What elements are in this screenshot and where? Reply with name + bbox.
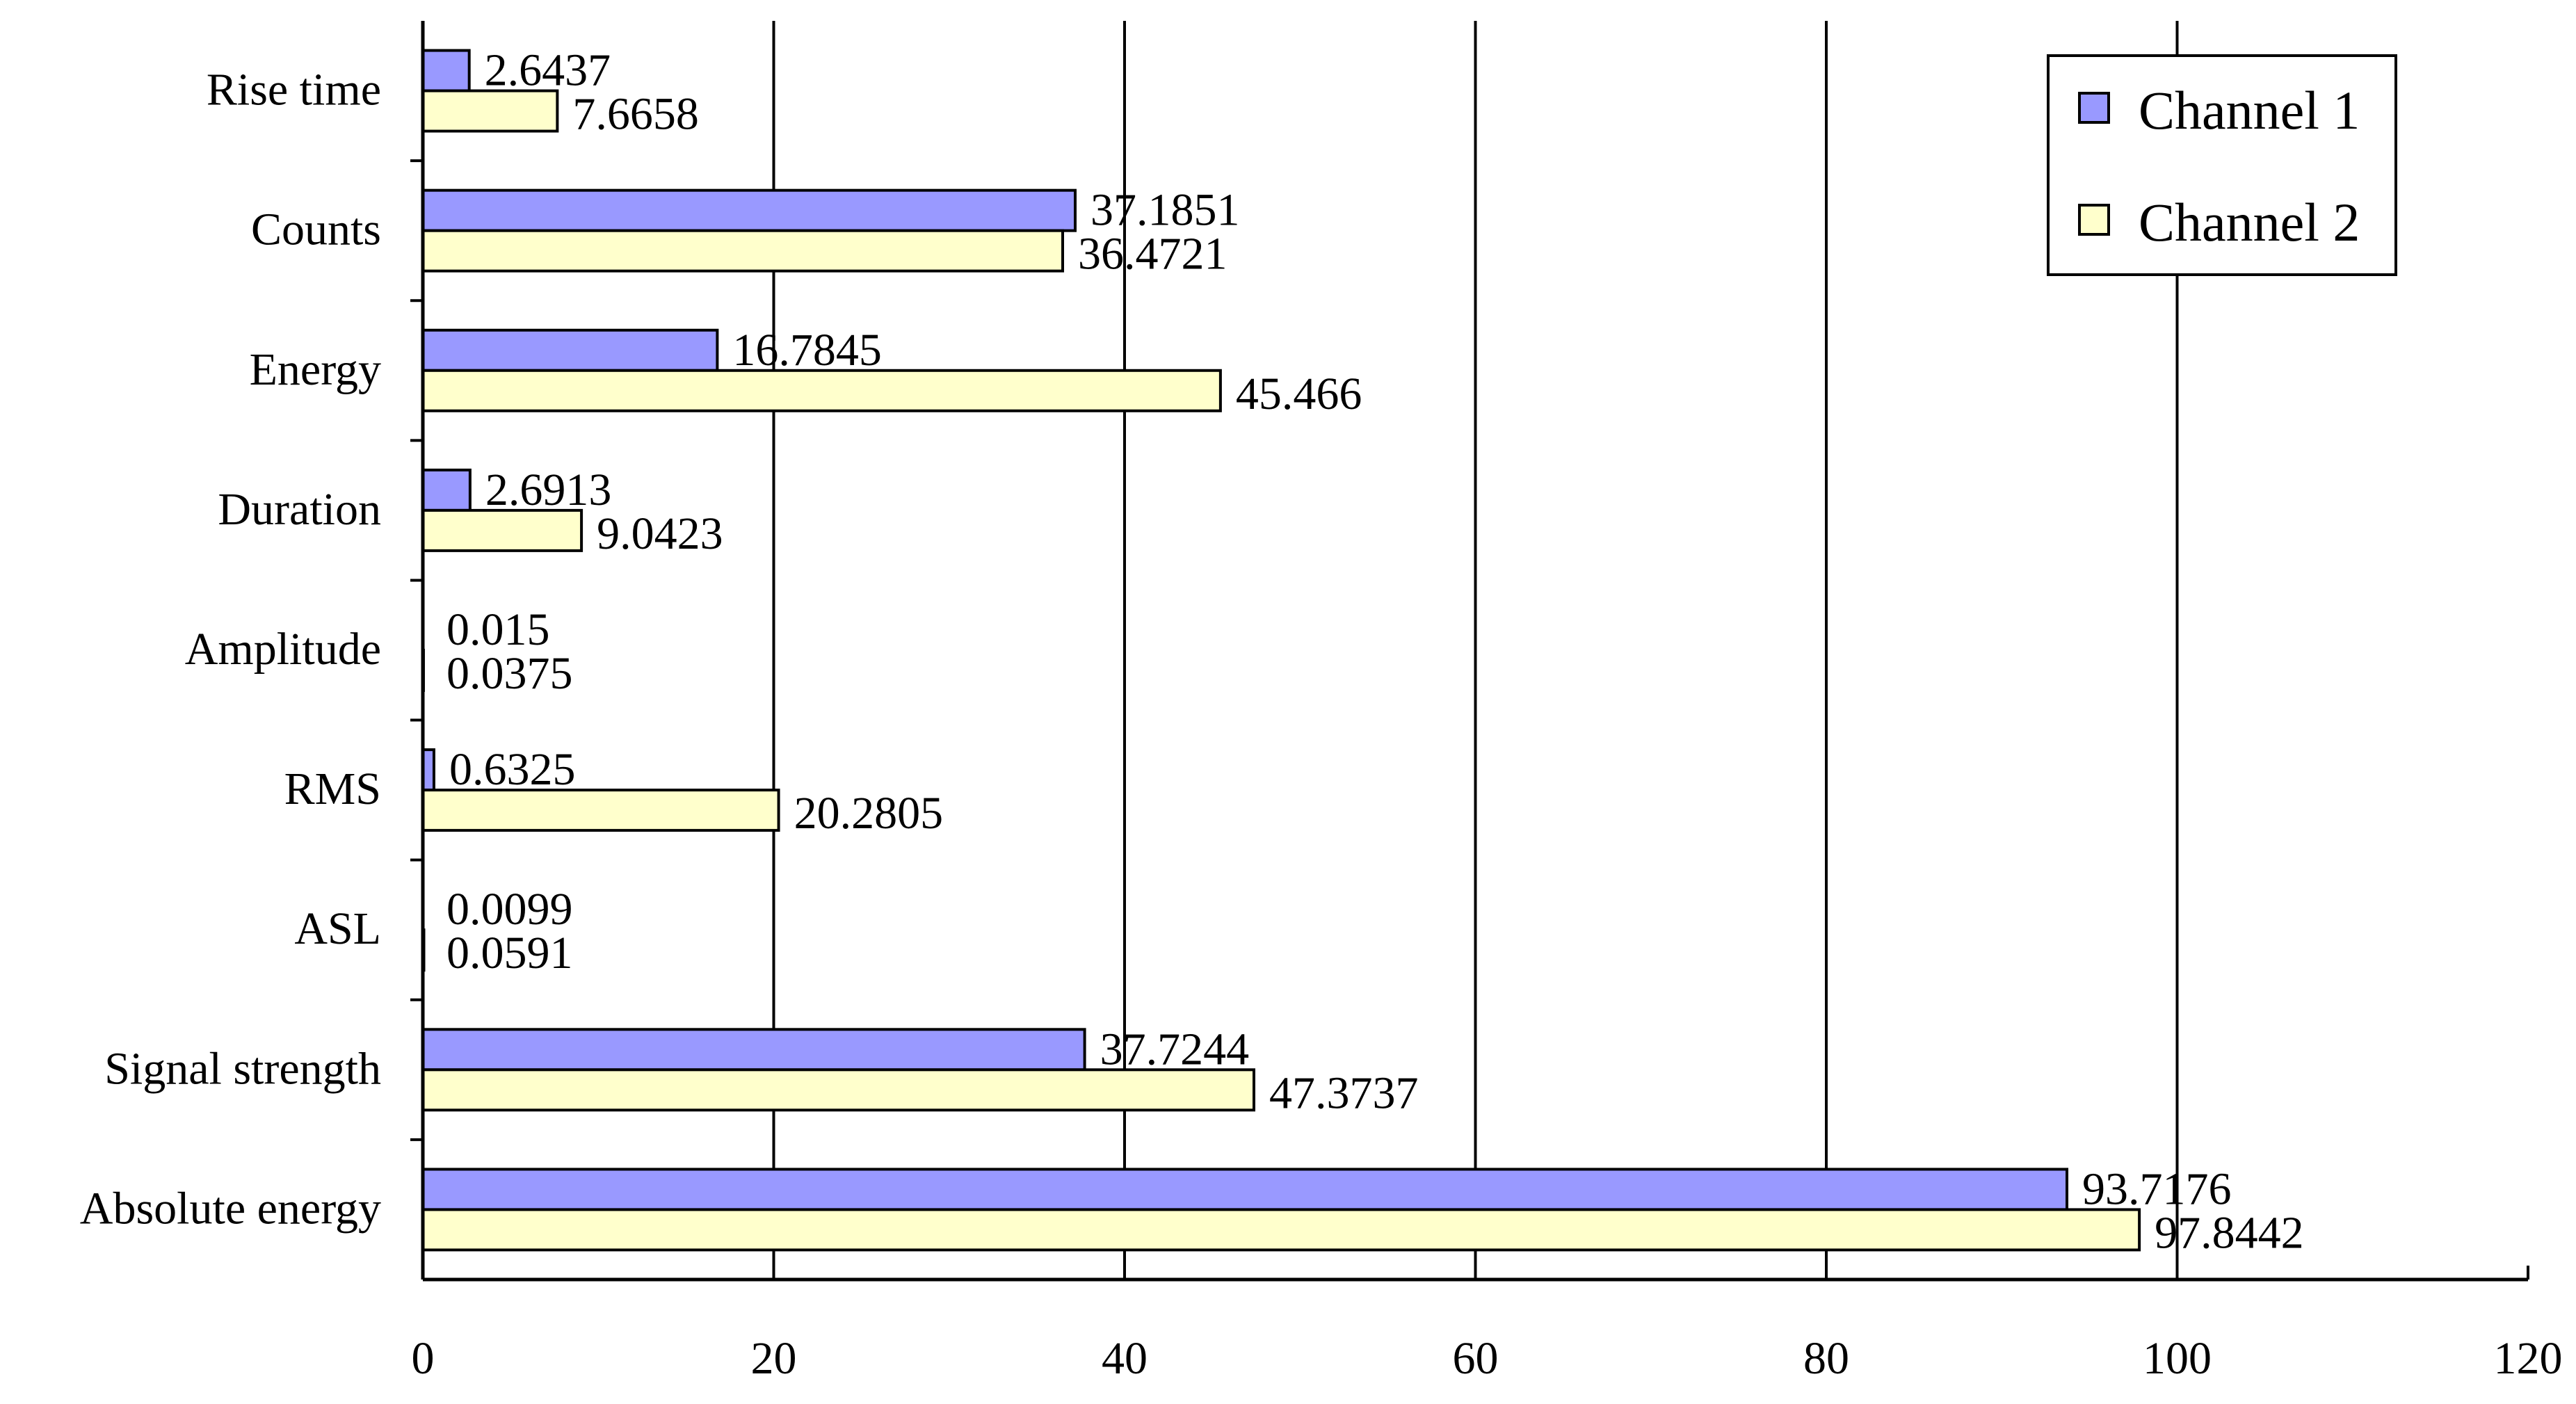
bar-absolute-energy-channel-1 [421, 1168, 2069, 1211]
bar-rise-time-channel-1 [421, 49, 471, 92]
category-label-amplitude: Amplitude [185, 624, 381, 675]
x-tick-label-120: 120 [2494, 1333, 2563, 1384]
bar-energy-channel-2 [421, 369, 1222, 412]
data-label-signal-strength-channel-1: 37.7244 [1100, 1024, 1250, 1074]
data-label-signal-strength-channel-2: 47.3737 [1269, 1067, 1419, 1118]
x-tick-label-80: 80 [1803, 1333, 1849, 1384]
data-label-rms-channel-2: 20.2805 [794, 788, 944, 839]
data-label-energy-channel-2: 45.466 [1236, 369, 1362, 419]
x-tick-label-0: 0 [412, 1333, 435, 1384]
x-tick-label-60: 60 [1453, 1333, 1499, 1384]
axes [410, 21, 2529, 1282]
data-label-asl-channel-2: 0.0591 [446, 928, 573, 978]
data-label-duration-channel-2: 9.0423 [597, 508, 723, 559]
x-tick-labels: 0 20 40 60 80 100 120 [412, 1333, 2563, 1384]
x-tick-label-20: 20 [751, 1333, 797, 1384]
bar-counts-channel-1 [421, 188, 1077, 232]
bar-counts-channel-2 [421, 229, 1065, 273]
x-tick-label-40: 40 [1102, 1333, 1148, 1384]
data-label-absolute-energy-channel-1: 93.7176 [2082, 1163, 2232, 1214]
legend-label-channel-1: Channel 1 [2139, 80, 2360, 140]
category-label-asl: ASL [294, 903, 381, 954]
legend: Channel 1 Channel 2 [2047, 54, 2397, 276]
bar-rise-time-channel-2 [421, 89, 559, 133]
bar-duration-channel-1 [421, 468, 472, 512]
category-label-counts: Counts [251, 204, 381, 255]
category-label-rise-time: Rise time [207, 65, 381, 115]
category-label-rms: RMS [284, 764, 381, 814]
bar-rms-channel-2 [421, 789, 780, 832]
category-label-signal-strength: Signal strength [104, 1043, 381, 1094]
data-label-amplitude-channel-1: 0.015 [446, 604, 550, 655]
x-tick-label-100: 100 [2143, 1333, 2212, 1384]
bar-energy-channel-1 [421, 328, 719, 372]
data-label-asl-channel-1: 0.0099 [446, 884, 573, 935]
data-label-rms-channel-1: 0.6325 [449, 744, 576, 795]
bar-signal-strength-channel-1 [421, 1028, 1086, 1072]
data-label-rise-time-channel-1: 2.6437 [485, 45, 611, 96]
legend-swatch-channel-2 [2078, 204, 2110, 236]
category-label-absolute-energy: Absolute energy [80, 1183, 381, 1234]
data-label-counts-channel-1: 37.1851 [1090, 185, 1240, 236]
bar-signal-strength-channel-2 [421, 1068, 1256, 1112]
legend-label-channel-2: Channel 2 [2139, 192, 2360, 252]
bar-duration-channel-2 [421, 508, 583, 552]
category-labels: Rise time Counts Energy Duration Amplitude RM… [80, 65, 381, 1234]
category-label-energy: Energy [250, 344, 381, 395]
data-label-amplitude-channel-2: 0.0375 [446, 648, 573, 699]
data-label-counts-channel-2: 36.4721 [1078, 229, 1227, 280]
bar-absolute-energy-channel-2 [421, 1208, 2141, 1252]
data-label-absolute-energy-channel-2: 97.8442 [2155, 1207, 2304, 1258]
data-label-energy-channel-1: 16.7845 [732, 325, 882, 376]
data-label-duration-channel-1: 2.6913 [485, 465, 612, 515]
legend-swatch-channel-1 [2078, 92, 2110, 124]
bars [421, 49, 2141, 1252]
data-label-rise-time-channel-2: 7.6658 [572, 89, 699, 140]
category-label-duration: Duration [218, 484, 381, 535]
